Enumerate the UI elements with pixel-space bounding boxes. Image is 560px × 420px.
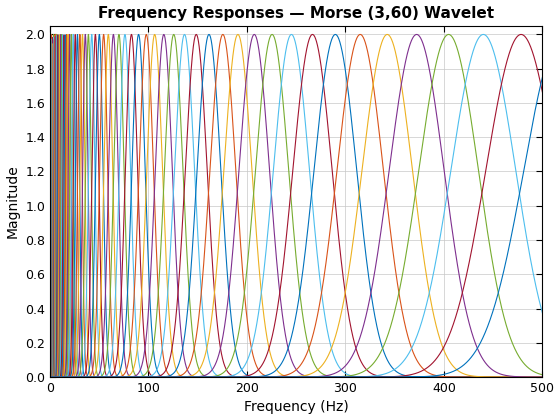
Title: Frequency Responses — Morse (3,60) Wavelet: Frequency Responses — Morse (3,60) Wavel…	[98, 5, 494, 21]
Y-axis label: Magnitude: Magnitude	[6, 165, 20, 238]
X-axis label: Frequency (Hz): Frequency (Hz)	[244, 400, 348, 415]
